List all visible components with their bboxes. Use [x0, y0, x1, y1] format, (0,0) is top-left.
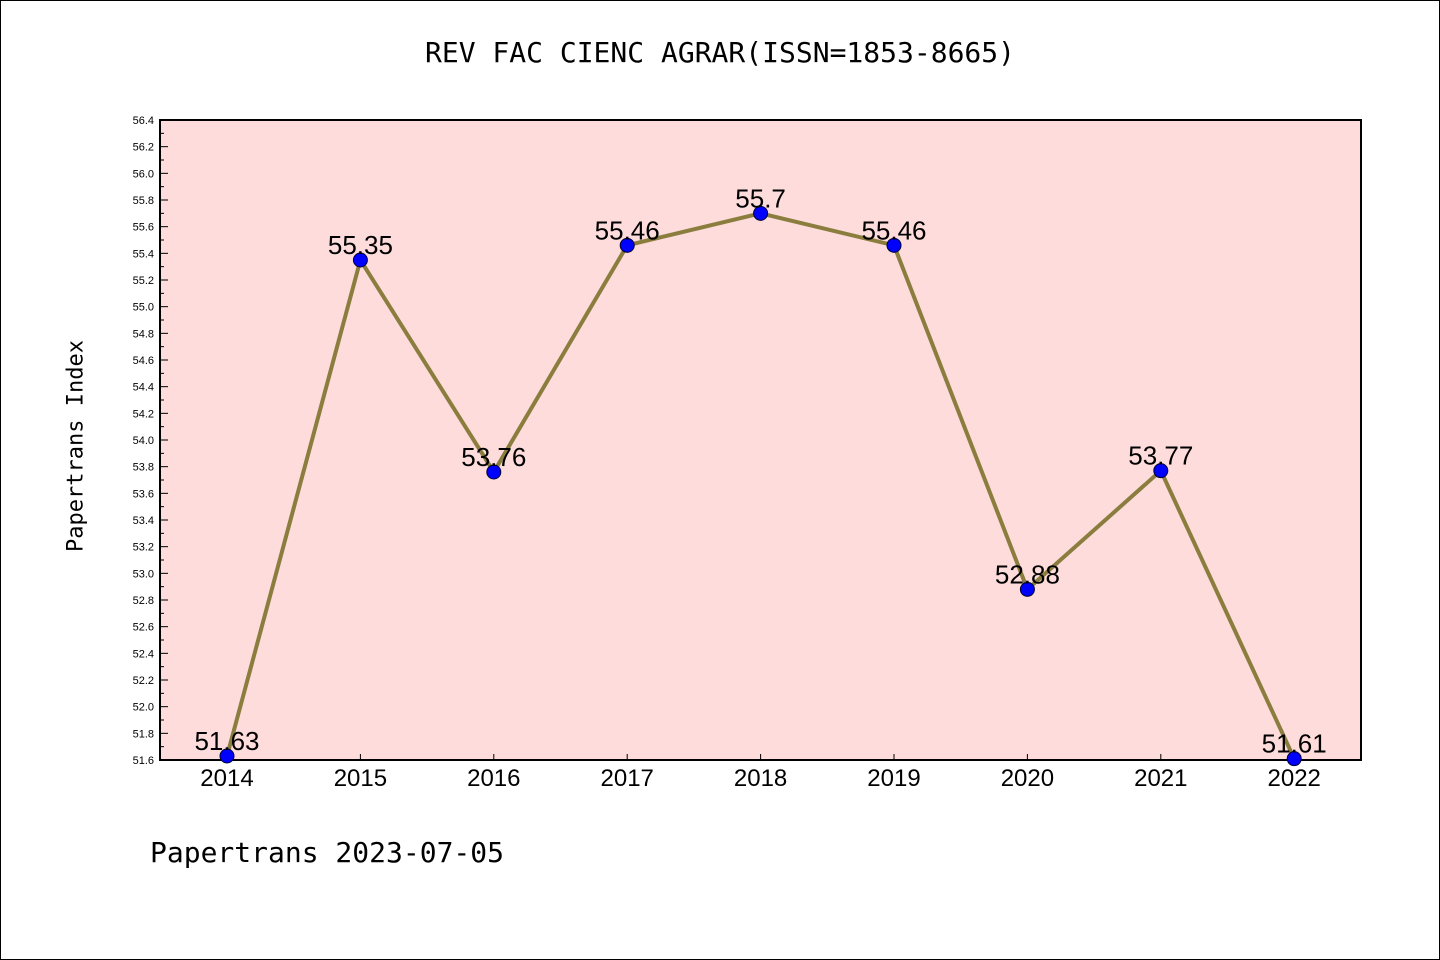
data-label: 55.7: [735, 183, 786, 213]
y-tick-label: 55.6: [133, 222, 154, 234]
x-tick-label: 2020: [1001, 765, 1054, 792]
y-tick-label: 53.6: [133, 488, 154, 500]
plot-area: [159, 119, 1362, 761]
x-tick-label: 2018: [734, 765, 787, 792]
series-group: [219, 205, 1302, 767]
chart-title: REV FAC CIENC AGRAR(ISSN=1853-8665): [424, 36, 1015, 69]
y-tick-label: 55.8: [133, 195, 154, 207]
x-tick-label: 2014: [200, 765, 253, 792]
footer-text: Papertrans 2023-07-05: [150, 836, 505, 869]
y-tick-label: 56.0: [133, 168, 154, 180]
y-tick-label: 53.4: [133, 515, 154, 527]
y-tick-label: 52.8: [133, 595, 154, 607]
y-tick-label: 51.8: [133, 728, 154, 740]
data-point: [619, 237, 635, 253]
data-label: 55.35: [328, 230, 393, 260]
y-tick-label: 54.4: [133, 382, 154, 394]
y-tick-label: 52.0: [133, 702, 154, 714]
data-label: 51.63: [194, 726, 259, 756]
data-point: [1019, 581, 1035, 597]
data-labels-group: 51.63 55.35 53.76 55.46 55.7 55.46 52.88 53.77 5…: [194, 183, 1326, 758]
y-tick-label: 54.8: [133, 328, 154, 340]
data-label: 52.88: [995, 559, 1060, 589]
data-label: 55.46: [861, 215, 926, 245]
data-point: [352, 252, 368, 268]
y-tick-label: 53.0: [133, 568, 154, 580]
y-tick-label: 52.2: [133, 675, 154, 687]
x-axis-ticks: 2014 2015 2016 2017 2018 2019 2020 2021 2022: [200, 754, 1321, 792]
data-label: 51.61: [1262, 729, 1327, 759]
y-tick-label: 56.2: [133, 142, 154, 154]
y-tick-label: 53.2: [133, 542, 154, 554]
x-tick-label: 2022: [1268, 765, 1321, 792]
x-tick-label: 2021: [1134, 765, 1187, 792]
y-tick-label: 51.6: [133, 755, 154, 767]
x-tick-label: 2016: [467, 765, 520, 792]
data-point: [753, 205, 769, 221]
y-axis-ticks: 51.6 51.8 52.0 52.2 52.4 52.6 52.8 53.0 53.2 53.4…: [133, 115, 168, 767]
data-point: [1286, 751, 1302, 767]
y-tick-label: 52.4: [133, 648, 154, 660]
data-label: 53.76: [461, 442, 526, 472]
x-tick-label: 2017: [601, 765, 654, 792]
data-point: [886, 237, 902, 253]
y-tick-label: 52.6: [133, 622, 154, 634]
data-point: [1153, 463, 1169, 479]
y-tick-label: 53.8: [133, 462, 154, 474]
data-point: [486, 464, 502, 480]
y-tick-label: 56.4: [133, 115, 154, 127]
data-label: 53.77: [1128, 441, 1193, 471]
y-tick-label: 54.2: [133, 408, 154, 420]
y-tick-label: 55.2: [133, 275, 154, 287]
y-tick-label: 54.0: [133, 435, 154, 447]
y-tick-label: 55.4: [133, 248, 154, 260]
data-label: 55.46: [595, 215, 660, 245]
data-point: [219, 748, 235, 764]
x-tick-label: 2019: [867, 765, 920, 792]
x-tick-label: 2015: [334, 765, 387, 792]
y-tick-label: 55.0: [133, 302, 154, 314]
y-tick-label: 54.6: [133, 355, 154, 367]
